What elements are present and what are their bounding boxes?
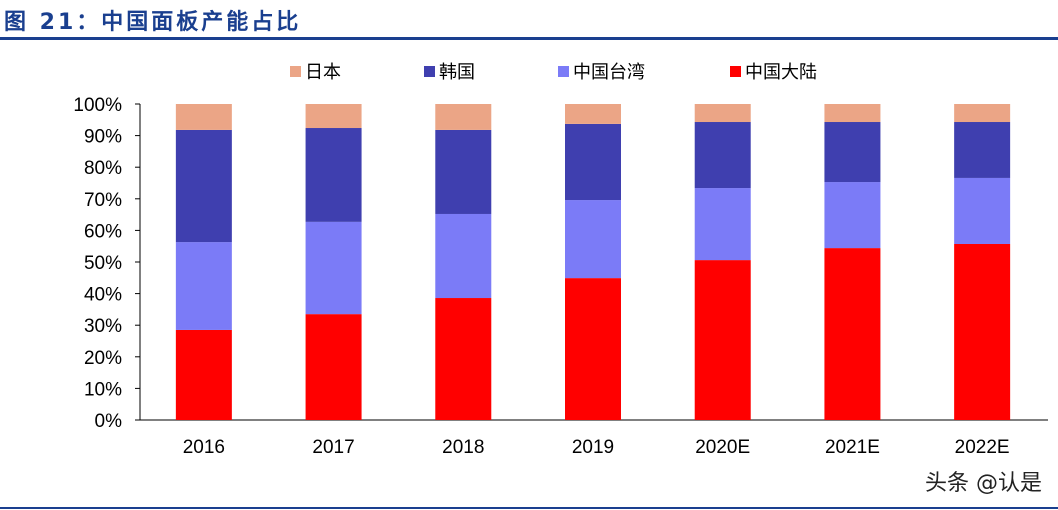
- legend-swatch: [290, 65, 301, 77]
- y-tick-label: 80%: [84, 158, 122, 179]
- legend-swatch: [558, 65, 569, 77]
- bar-segment-韩国-2016: [175, 129, 232, 243]
- bar-segment-韩国-2020E: [694, 122, 751, 189]
- bar-segment-韩国-2021E: [824, 122, 881, 183]
- watermark: 头条 @认是: [925, 471, 1042, 496]
- bar-segment-日本-2018: [435, 104, 492, 130]
- bar-segment-日本-2021E: [824, 104, 881, 123]
- y-tick-label: 50%: [84, 253, 122, 274]
- bar-segment-中国台湾-2018: [435, 213, 492, 299]
- bar-segment-中国台湾-2017: [305, 221, 362, 315]
- title-divider: [0, 37, 1058, 40]
- bar-segment-日本-2019: [565, 104, 621, 124]
- bar-segment-韩国-2018: [435, 129, 492, 214]
- bar-segment-中国大陆-2018: [435, 298, 492, 420]
- bar-segment-中国大陆-2020E: [694, 260, 751, 420]
- bottom-divider: [0, 507, 1058, 509]
- x-tick-label: 2016: [183, 437, 225, 458]
- x-tick-label: 2022E: [955, 437, 1010, 458]
- bar-segment-中国大陆-2021E: [824, 248, 881, 420]
- bar-segment-中国大陆-2019: [565, 278, 621, 420]
- legend-item: 韩国: [424, 58, 475, 84]
- bar-segment-中国大陆-2017: [305, 314, 362, 420]
- bar-segment-中国台湾-2019: [565, 200, 621, 279]
- y-tick-label: 100%: [73, 95, 122, 116]
- bar-segment-日本-2016: [175, 104, 232, 130]
- bar-segment-日本-2022E: [954, 104, 1011, 123]
- bar-segment-中国台湾-2022E: [954, 177, 1011, 244]
- legend-item: 中国台湾: [558, 58, 645, 84]
- bar-segment-日本-2020E: [694, 104, 751, 123]
- y-tick-label: 70%: [84, 190, 122, 211]
- bar-segment-中国大陆-2016: [175, 329, 232, 420]
- bar-segment-韩国-2022E: [954, 122, 1011, 178]
- x-tick-label: 2021E: [825, 437, 880, 458]
- y-tick-label: 60%: [84, 221, 122, 242]
- y-tick-label: 20%: [84, 348, 122, 369]
- y-tick-label: 0%: [95, 411, 123, 432]
- y-tick-label: 40%: [84, 285, 122, 306]
- x-tick-label: 2020E: [695, 437, 750, 458]
- legend-label: 中国大陆: [745, 62, 817, 83]
- x-tick-label: 2017: [312, 437, 354, 458]
- bar-segment-韩国-2019: [565, 123, 621, 201]
- bar-segment-中国大陆-2022E: [954, 243, 1011, 420]
- chart-title: 图 21：中国面板产能占比: [4, 10, 302, 35]
- legend-swatch: [730, 65, 741, 77]
- bar-segment-中国台湾-2020E: [694, 188, 751, 261]
- x-tick-label: 2019: [572, 437, 614, 458]
- legend-swatch: [424, 65, 435, 77]
- y-tick-label: 90%: [84, 127, 122, 148]
- y-tick-label: 30%: [84, 316, 122, 337]
- legend-label: 中国台湾: [573, 62, 645, 83]
- legend-item: 日本: [290, 58, 341, 84]
- bar-segment-韩国-2017: [305, 128, 362, 222]
- legend-item: 中国大陆: [730, 58, 817, 84]
- x-tick-label: 2018: [442, 437, 484, 458]
- legend-label: 韩国: [439, 62, 475, 83]
- bar-segment-中国台湾-2021E: [824, 182, 881, 249]
- bar-segment-中国台湾-2016: [175, 242, 232, 330]
- legend-label: 日本: [305, 62, 341, 83]
- y-tick-label: 10%: [84, 379, 122, 400]
- legend: 日本 韩国 中国台湾 中国大陆: [0, 58, 1058, 84]
- bar-segment-日本-2017: [305, 104, 362, 129]
